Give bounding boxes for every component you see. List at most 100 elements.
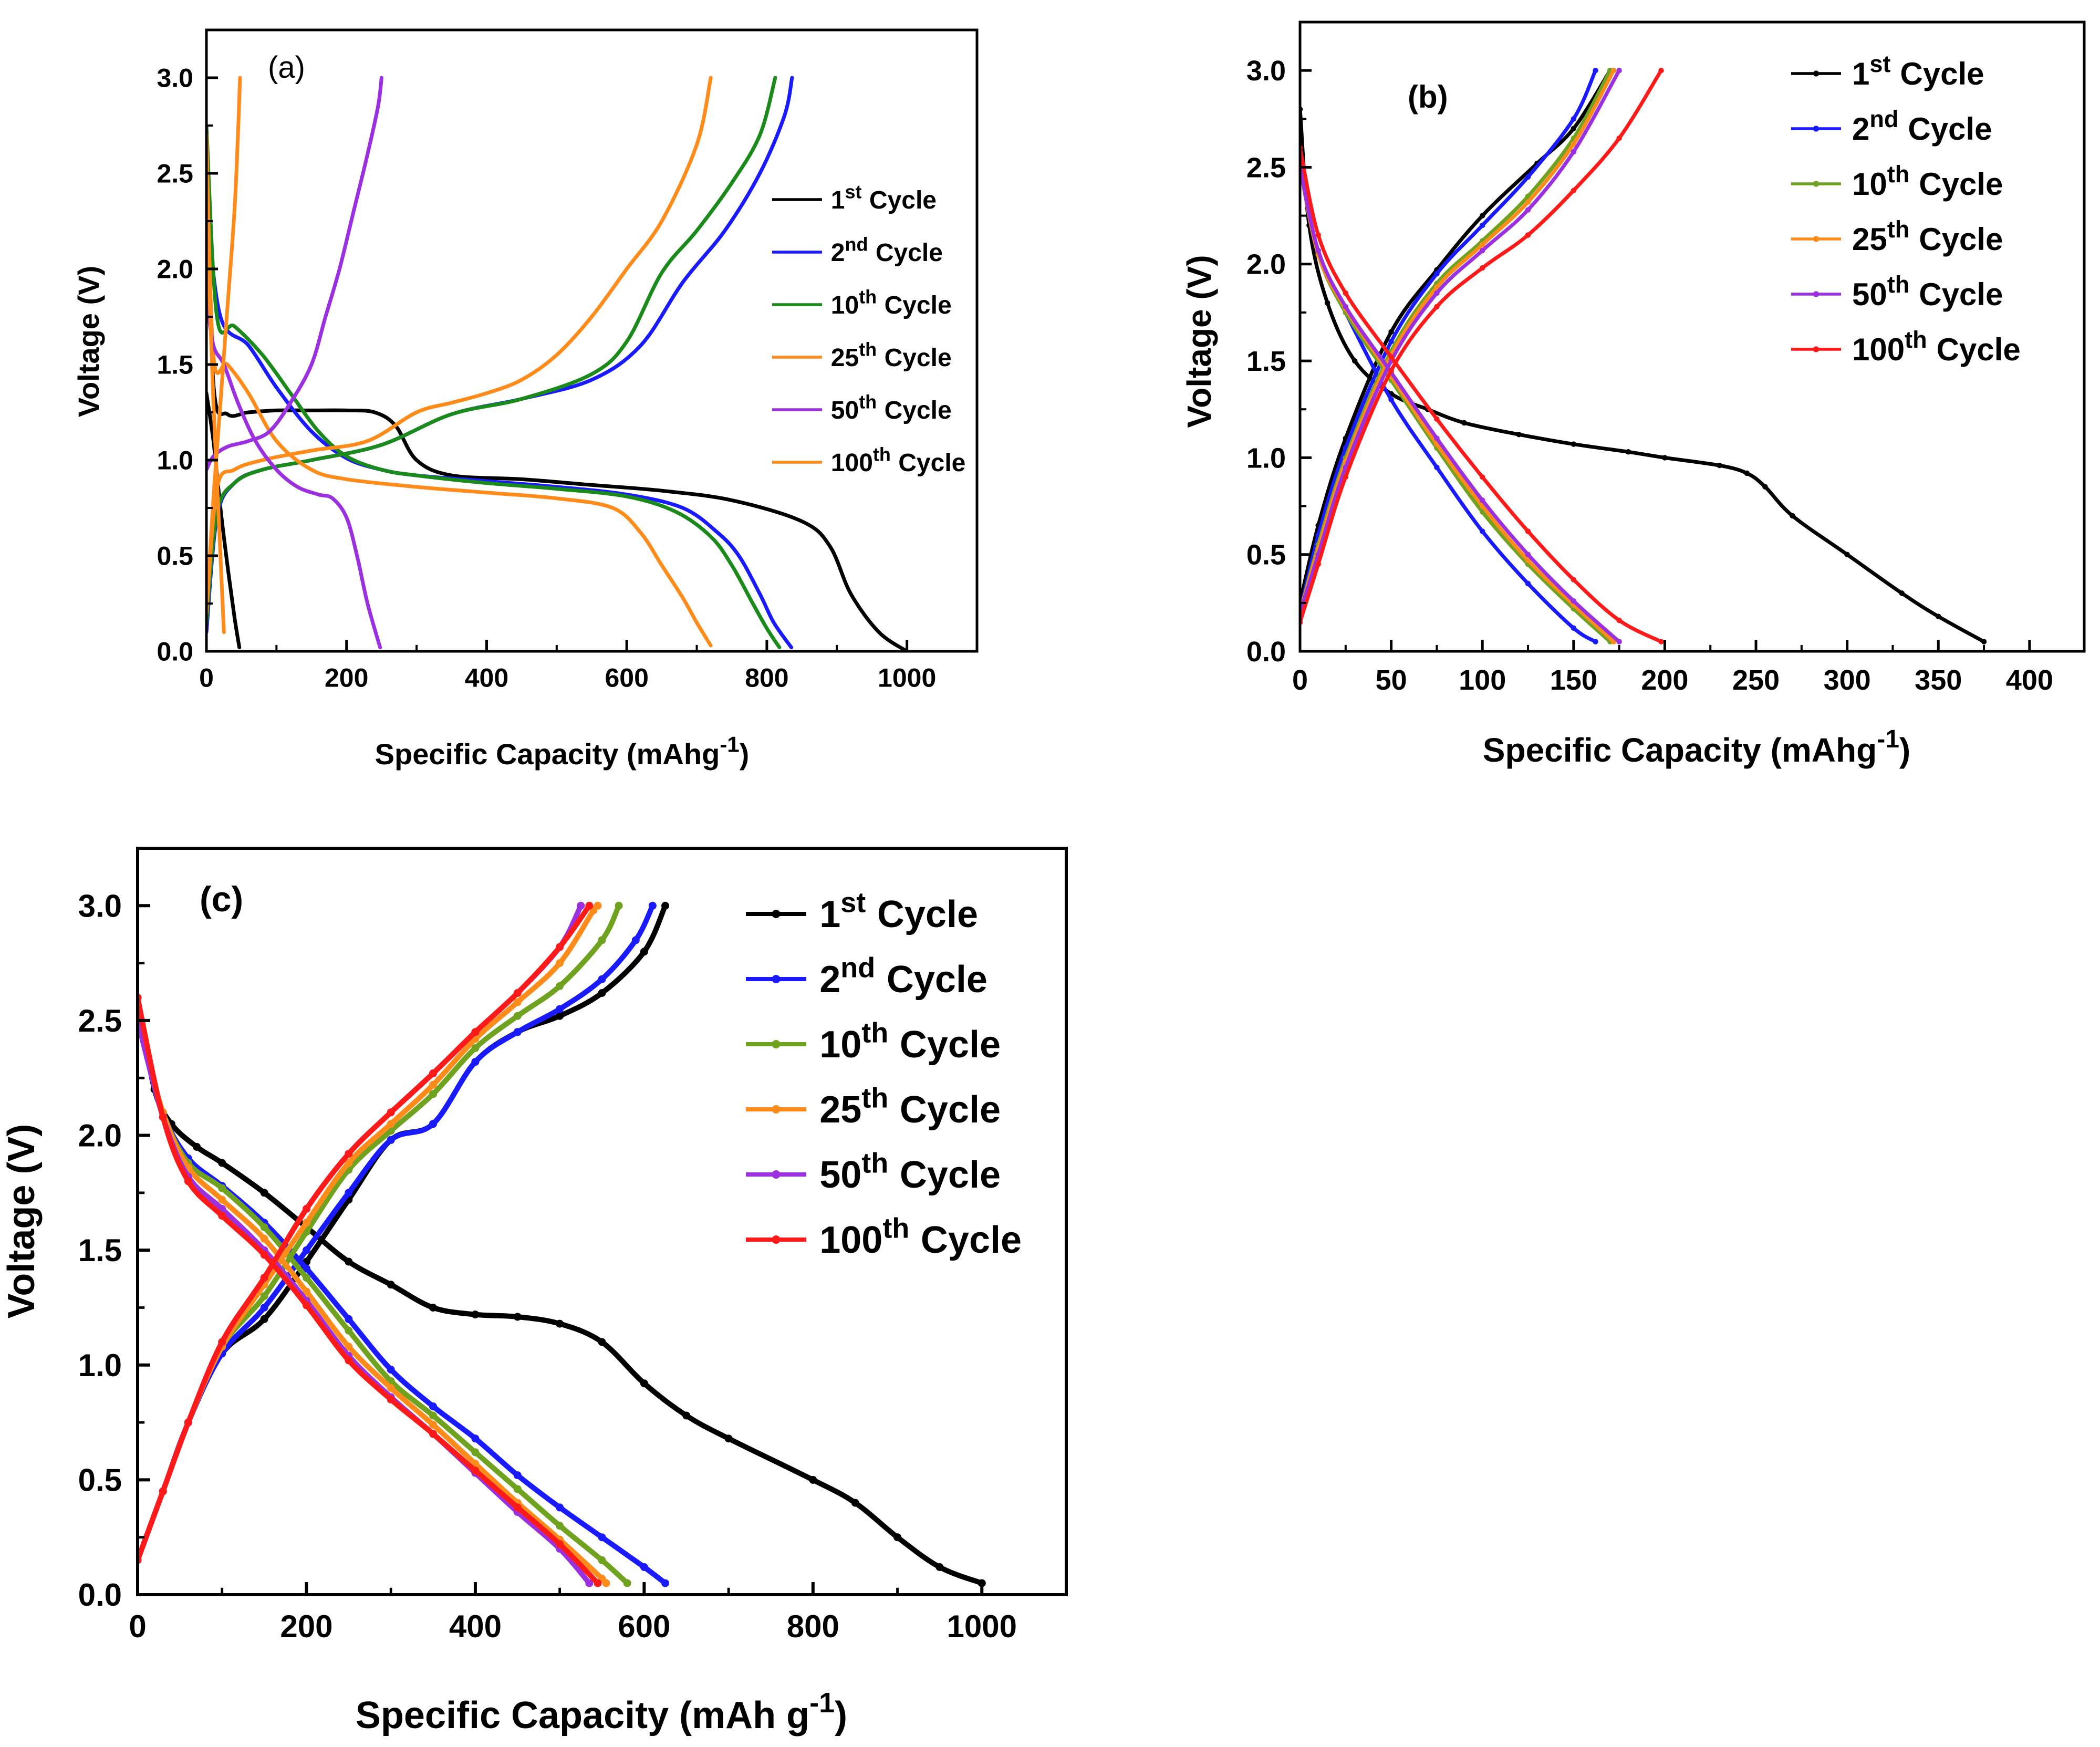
data-point [1479, 474, 1485, 480]
legend-swatch-marker [1813, 126, 1820, 132]
data-point [1479, 528, 1485, 534]
x-axis-label-open-paren: ( [669, 1694, 692, 1736]
legend-label-suffix: th [859, 286, 877, 308]
data-point [429, 1411, 437, 1420]
legend-swatch-marker [1813, 70, 1820, 77]
data-point [184, 1177, 192, 1186]
legend-label-suffix: st [840, 887, 866, 918]
data-point [585, 901, 594, 910]
x-tick-label: 1000 [947, 1609, 1017, 1644]
legend-label-suffix: th [873, 444, 891, 465]
legend-label-word: Cycle [885, 292, 952, 319]
data-point [648, 901, 657, 910]
data-point [640, 948, 648, 956]
data-point [1434, 290, 1440, 296]
axes-frame [1298, 20, 2086, 653]
data-point [1616, 135, 1622, 141]
data-point [1525, 552, 1531, 557]
data-point [218, 1195, 226, 1204]
x-tick-label: 800 [787, 1609, 839, 1644]
legend-label: 2nd Cycle [1852, 106, 1992, 147]
data-point [1315, 247, 1321, 254]
data-point [218, 1184, 226, 1192]
legend-label-number: 25 [819, 1089, 861, 1131]
legend-label-suffix: nd [840, 952, 875, 983]
data-point [640, 1379, 648, 1388]
data-point [661, 1579, 669, 1587]
data-point [1525, 199, 1531, 205]
y-tick-label: 2.5 [1246, 152, 1286, 183]
legend-label: 1st Cycle [1852, 50, 1984, 91]
legend-label-word: Cycle [869, 186, 937, 214]
y-axis-label: Voltage (V) [72, 266, 105, 417]
data-point [1593, 639, 1598, 644]
series-line-4 [1300, 68, 1597, 615]
data-point [429, 1069, 437, 1077]
legend-label-suffix: nd [1869, 106, 1898, 132]
legend-swatch-marker [772, 1235, 781, 1244]
data-point [1324, 300, 1330, 306]
legend-label-word: Cycle [877, 893, 978, 935]
data-point [577, 901, 585, 910]
legend-label-number: 100 [1852, 332, 1905, 367]
legend-label-suffix: th [859, 339, 877, 360]
data-point [345, 1189, 353, 1197]
legend-label-number: 1 [819, 893, 840, 935]
legend-label-word: Cycle [885, 397, 952, 424]
data-point [345, 1150, 353, 1158]
x-axis-label: Specific Capacity (mAhg-1) [375, 732, 750, 771]
data-point [682, 1411, 691, 1420]
y-tick-label: 2.0 [1246, 249, 1286, 280]
legend-swatch-marker [772, 1105, 781, 1114]
y-tick-label: 0.5 [157, 542, 193, 571]
data-point [260, 1292, 268, 1301]
legend-label-word: Cycle [876, 239, 943, 267]
y-tick-label: 2.5 [78, 1003, 122, 1038]
data-point [1571, 625, 1577, 631]
data-point [1616, 639, 1622, 644]
legend-label-number: 1 [831, 186, 845, 214]
legend-label-word: Cycle [900, 1089, 1001, 1131]
legend-label: 25th Cycle [1852, 216, 2003, 257]
data-point [1571, 188, 1577, 193]
x-tick-label: 0 [1292, 664, 1308, 696]
data-point [513, 1028, 522, 1036]
data-point [1571, 141, 1577, 147]
data-point [429, 1430, 437, 1438]
data-point [260, 1315, 268, 1323]
data-point [218, 1212, 226, 1220]
legend-swatch-marker [772, 975, 781, 983]
data-point [303, 1287, 310, 1296]
x-tick-label: 400 [449, 1609, 502, 1644]
chart-panel-b: 0 50 100 150 200 250 300 350 4000.00.51.01.52.02… [1180, 20, 2086, 769]
data-point [1571, 441, 1577, 447]
series-line-11 [206, 171, 226, 635]
data-point [809, 1475, 817, 1484]
y-tick-label: 1.0 [157, 446, 193, 475]
legend-label-suffix: st [845, 181, 862, 203]
data-point [513, 1503, 522, 1512]
data-point [1479, 242, 1485, 248]
data-point [1388, 338, 1394, 345]
x-tick-label: 350 [1915, 664, 1962, 696]
legend-label: 25th Cycle [831, 339, 952, 372]
series-line-10 [206, 76, 383, 472]
data-point [1790, 513, 1795, 519]
data-point [1935, 613, 1941, 619]
legend-label: 50th Cycle [1852, 271, 2003, 312]
data-point [1571, 577, 1577, 583]
data-point [1434, 435, 1440, 441]
data-point [303, 1264, 310, 1273]
data-point [556, 1503, 564, 1512]
data-point [594, 901, 602, 910]
data-point [1610, 67, 1617, 74]
legend-label-word: Cycle [900, 1024, 1001, 1066]
y-tick-label: 2.5 [157, 159, 193, 189]
legend-label-number: 50 [819, 1154, 861, 1196]
legend-swatch-marker [1813, 236, 1820, 242]
series-line-2 [206, 391, 242, 650]
legend-label-word: Cycle [921, 1219, 1022, 1261]
data-point [1981, 639, 1987, 644]
data-point [1343, 304, 1349, 310]
data-point [429, 1080, 437, 1089]
